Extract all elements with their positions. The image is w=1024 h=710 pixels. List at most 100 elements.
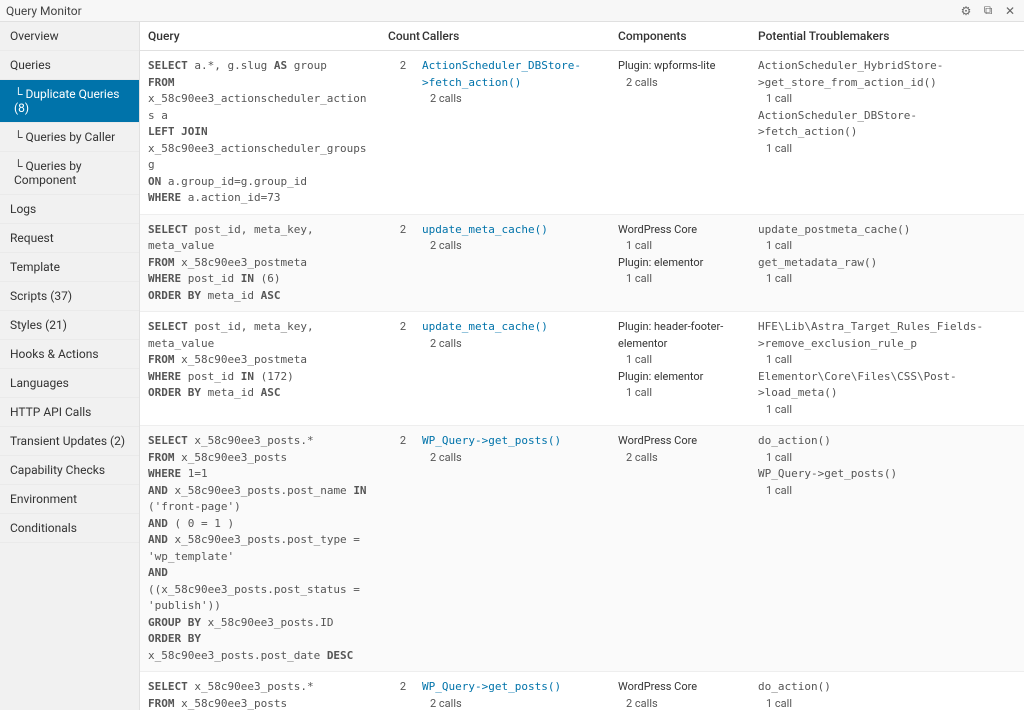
trouble-cell: HFE\Lib\Astra_Target_Rules_Fields->remov…	[750, 312, 1024, 426]
trouble-cell: do_action()1 callWP_Query->get_posts()1 …	[750, 672, 1024, 710]
callers-cell: ActionScheduler_DBStore->fetch_action()2…	[414, 51, 610, 215]
trouble-name: do_action()	[758, 433, 1016, 450]
content: Query Count Callers Components Potential…	[140, 22, 1024, 710]
trouble-cell: ActionScheduler_HybridStore->get_store_f…	[750, 51, 1024, 215]
caller-calls: 2 calls	[422, 450, 602, 467]
sidebar-item[interactable]: Template	[0, 253, 139, 282]
components-cell: WordPress Core2 calls	[610, 426, 750, 672]
sidebar-item[interactable]: Transient Updates (2)	[0, 427, 139, 456]
component-name: Plugin: elementor	[618, 255, 742, 272]
components-cell: WordPress Core2 calls	[610, 672, 750, 710]
query-cell: SELECT a.*, g.slug AS group FROM x_58c90…	[140, 51, 380, 215]
trouble-name: update_postmeta_cache()	[758, 222, 1016, 239]
col-trouble[interactable]: Potential Troublemakers	[750, 22, 1024, 51]
count-cell: 2	[380, 312, 414, 426]
count-cell: 2	[380, 426, 414, 672]
table-row: SELECT post_id, meta_key, meta_value FRO…	[140, 312, 1024, 426]
sidebar-item[interactable]: └ Queries by Caller	[0, 123, 139, 152]
components-cell: Plugin: header-footer-elementor1 callPlu…	[610, 312, 750, 426]
component-calls: 2 calls	[618, 75, 742, 92]
callers-cell: WP_Query->get_posts()2 calls	[414, 426, 610, 672]
components-cell: Plugin: wpforms-lite2 calls	[610, 51, 750, 215]
components-cell: WordPress Core1 callPlugin: elementor1 c…	[610, 214, 750, 312]
trouble-calls: 1 call	[758, 238, 1016, 255]
trouble-calls: 1 call	[758, 450, 1016, 467]
trouble-name: HFE\Lib\Astra_Target_Rules_Fields->remov…	[758, 319, 1016, 352]
sidebar-item[interactable]: Hooks & Actions	[0, 340, 139, 369]
component-calls: 1 call	[618, 385, 742, 402]
query-cell: SELECT x_58c90ee3_posts.* FROM x_58c90ee…	[140, 672, 380, 710]
caller-link[interactable]: WP_Query->get_posts()	[422, 679, 602, 696]
query-cell: SELECT post_id, meta_key, meta_value FRO…	[140, 312, 380, 426]
trouble-cell: update_postmeta_cache()1 callget_metadat…	[750, 214, 1024, 312]
component-name: WordPress Core	[618, 679, 742, 696]
table-row: SELECT post_id, meta_key, meta_value FRO…	[140, 214, 1024, 312]
sidebar-item[interactable]: Overview	[0, 22, 139, 51]
trouble-calls: 1 call	[758, 91, 1016, 108]
caller-calls: 2 calls	[422, 336, 602, 353]
sidebar-item[interactable]: HTTP API Calls	[0, 398, 139, 427]
component-calls: 1 call	[618, 238, 742, 255]
count-cell: 2	[380, 672, 414, 710]
trouble-name: do_action()	[758, 679, 1016, 696]
caller-link[interactable]: WP_Query->get_posts()	[422, 433, 602, 450]
trouble-cell: do_action()1 callWP_Query->get_posts()1 …	[750, 426, 1024, 672]
sidebar-item[interactable]: Queries	[0, 51, 139, 80]
trouble-calls: 1 call	[758, 271, 1016, 288]
trouble-name: get_metadata_raw()	[758, 255, 1016, 272]
gear-icon[interactable]: ⚙	[958, 3, 974, 19]
trouble-calls: 1 call	[758, 483, 1016, 500]
sidebar: OverviewQueries└ Duplicate Queries (8)└ …	[0, 22, 140, 710]
titlebar: Query Monitor ⚙ ⧉ ✕	[0, 0, 1024, 22]
trouble-calls: 1 call	[758, 402, 1016, 419]
close-icon[interactable]: ✕	[1002, 3, 1018, 19]
component-name: WordPress Core	[618, 433, 742, 450]
col-components[interactable]: Components	[610, 22, 750, 51]
caller-link[interactable]: ActionScheduler_DBStore->fetch_action()	[422, 58, 602, 91]
sidebar-item[interactable]: └ Duplicate Queries (8)	[0, 80, 139, 123]
trouble-calls: 1 call	[758, 696, 1016, 710]
trouble-name: ActionScheduler_HybridStore->get_store_f…	[758, 58, 1016, 91]
restore-icon[interactable]: ⧉	[980, 3, 996, 19]
component-name: Plugin: header-footer-elementor	[618, 319, 742, 352]
sidebar-item[interactable]: Logs	[0, 195, 139, 224]
caller-link[interactable]: update_meta_cache()	[422, 222, 602, 239]
component-calls: 2 calls	[618, 450, 742, 467]
col-query[interactable]: Query	[140, 22, 380, 51]
component-name: WordPress Core	[618, 222, 742, 239]
app-title: Query Monitor	[6, 4, 958, 18]
table-row: SELECT x_58c90ee3_posts.* FROM x_58c90ee…	[140, 672, 1024, 710]
component-calls: 1 call	[618, 271, 742, 288]
sidebar-item[interactable]: Conditionals	[0, 514, 139, 543]
component-calls: 1 call	[618, 352, 742, 369]
sidebar-item[interactable]: Styles (21)	[0, 311, 139, 340]
callers-cell: update_meta_cache()2 calls	[414, 312, 610, 426]
trouble-name: WP_Query->get_posts()	[758, 466, 1016, 483]
component-calls: 2 calls	[618, 696, 742, 710]
callers-cell: update_meta_cache()2 calls	[414, 214, 610, 312]
trouble-name: Elementor\Core\Files\CSS\Post->load_meta…	[758, 369, 1016, 402]
table-row: SELECT a.*, g.slug AS group FROM x_58c90…	[140, 51, 1024, 215]
sidebar-item[interactable]: Environment	[0, 485, 139, 514]
sidebar-item[interactable]: Scripts (37)	[0, 282, 139, 311]
sidebar-item[interactable]: Languages	[0, 369, 139, 398]
sidebar-item[interactable]: Capability Checks	[0, 456, 139, 485]
query-cell: SELECT x_58c90ee3_posts.* FROM x_58c90ee…	[140, 426, 380, 672]
callers-cell: WP_Query->get_posts()2 calls	[414, 672, 610, 710]
caller-link[interactable]: update_meta_cache()	[422, 319, 602, 336]
col-callers[interactable]: Callers	[414, 22, 610, 51]
queries-table: Query Count Callers Components Potential…	[140, 22, 1024, 710]
col-count[interactable]: Count	[380, 22, 414, 51]
count-cell: 2	[380, 214, 414, 312]
caller-calls: 2 calls	[422, 91, 602, 108]
query-cell: SELECT post_id, meta_key, meta_value FRO…	[140, 214, 380, 312]
component-name: Plugin: wpforms-lite	[618, 58, 742, 75]
table-row: SELECT x_58c90ee3_posts.* FROM x_58c90ee…	[140, 426, 1024, 672]
caller-calls: 2 calls	[422, 696, 602, 710]
caller-calls: 2 calls	[422, 238, 602, 255]
component-name: Plugin: elementor	[618, 369, 742, 386]
trouble-name: ActionScheduler_DBStore->fetch_action()	[758, 108, 1016, 141]
sidebar-item[interactable]: Request	[0, 224, 139, 253]
sidebar-item[interactable]: └ Queries by Component	[0, 152, 139, 195]
trouble-calls: 1 call	[758, 141, 1016, 158]
